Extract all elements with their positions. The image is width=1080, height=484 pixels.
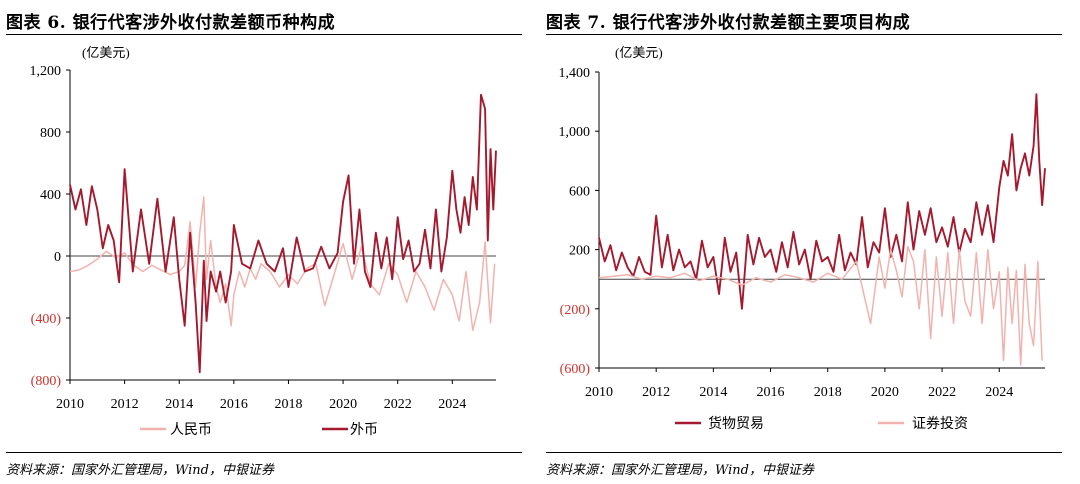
source-rule (6, 452, 522, 453)
x-tick-label: 2012 (642, 385, 670, 400)
y-tick-label: 1,000 (559, 125, 591, 140)
x-tick-label: 2022 (928, 385, 956, 400)
x-tick-label: 2018 (274, 397, 302, 412)
y-tick-label: 200 (569, 244, 590, 259)
title-rule (6, 34, 522, 35)
title-rule (546, 34, 1062, 35)
x-tick-label: 2022 (384, 397, 412, 412)
x-tick-label: 2018 (814, 385, 842, 400)
x-tick-label: 2024 (438, 397, 466, 412)
y-tick-label: (600) (560, 362, 591, 377)
x-tick-label: 2016 (757, 385, 785, 400)
chart-title: 图表 6. 银行代客涉外收付款差额币种构成 (6, 13, 336, 33)
series-line-1 (69, 196, 496, 332)
unit-label: (亿美元) (615, 45, 663, 60)
y-tick-label: (200) (560, 303, 591, 318)
y-tick-label: (800) (31, 374, 62, 389)
x-tick-label: 2010 (56, 397, 84, 412)
source-note: 资料来源：国家外汇管理局，Wind，中银证券 (6, 463, 274, 478)
x-tick-label: 2016 (220, 397, 248, 412)
x-tick-label: 2024 (985, 385, 1013, 400)
y-tick-label: 800 (40, 126, 61, 141)
x-tick-label: 2014 (699, 385, 727, 400)
source-note: 资料来源：国家外汇管理局，Wind，中银证券 (546, 463, 814, 478)
y-tick-label: 0 (54, 250, 61, 265)
legend-label: 证券投资 (912, 416, 968, 432)
chart-panel-currency: 图表 6. 银行代客涉外收付款差额币种构成 (亿美元) 1,200 800 400 0(… (0, 0, 530, 484)
y-tick-label: (400) (31, 312, 62, 327)
y-tick-label: 600 (569, 184, 590, 199)
chart-title: 图表 7. 银行代客涉外收付款差额主要项目构成 (546, 13, 911, 33)
legend-label: 外币 (350, 422, 378, 438)
legend-label: 货物贸易 (708, 415, 764, 432)
x-tick-label: 2020 (329, 397, 357, 412)
y-tick-label: 400 (40, 188, 61, 203)
series-line-1 (598, 93, 1046, 310)
legend-label: 人民币 (170, 422, 212, 438)
chart-item-composition: (亿美元) 1,400 1,000 600 200 (200) (600) 2010 2012 2… (559, 45, 1046, 432)
series-line-2 (598, 245, 1043, 366)
chart-currency-composition: (亿美元) 1,200 800 400 0 (400) (800) 2010 2012 2014 2… (30, 45, 497, 438)
y-tick-label: 1,200 (30, 64, 62, 79)
x-tick-label: 2020 (871, 385, 899, 400)
unit-label: (亿美元) (82, 45, 130, 60)
series-line-2 (69, 93, 497, 374)
x-tick-label: 2012 (111, 397, 139, 412)
y-tick-label: 1,400 (559, 66, 591, 81)
x-tick-label: 2010 (585, 385, 613, 400)
chart-panel-items: 图表 7. 银行代客涉外收付款差额主要项目构成 (亿美元) 1,400 1,000 6… (540, 0, 1070, 484)
source-rule (546, 452, 1062, 453)
x-tick-label: 2014 (165, 397, 193, 412)
